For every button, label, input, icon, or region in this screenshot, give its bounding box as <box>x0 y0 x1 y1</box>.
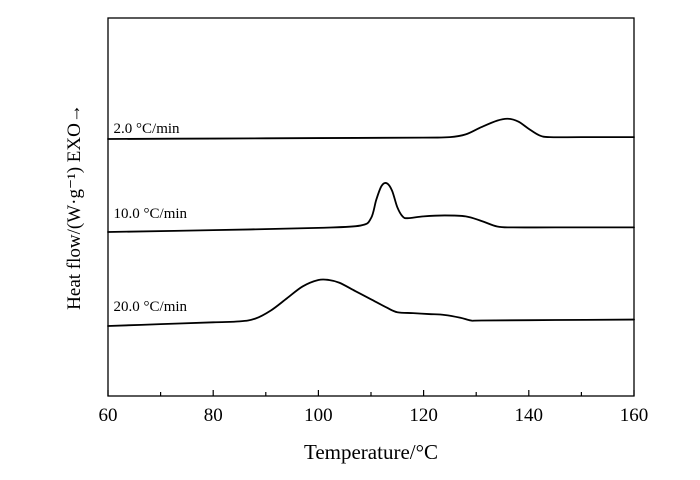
x-axis-ticks <box>107 390 635 396</box>
y-axis-title: Heat flow/(W·g⁻¹) EXO→ <box>64 104 85 310</box>
x-tick-label: 140 <box>515 405 544 426</box>
series-line-1 <box>107 117 635 140</box>
series-curves <box>107 117 635 327</box>
x-tick-label: 100 <box>304 405 333 426</box>
x-tick-label: 160 <box>620 405 649 426</box>
x-axis-title: Temperature/°C <box>304 440 438 464</box>
x-tick-label: 60 <box>99 405 118 426</box>
x-axis-tick-labels: 60 80 100 120 140 160 <box>99 405 649 426</box>
x-tick-label: 80 <box>204 405 223 426</box>
series-label-2: 10.0 °C/min <box>114 206 188 222</box>
series-line-2 <box>107 182 635 233</box>
x-tick-label: 120 <box>409 405 438 426</box>
series-labels: 2.0 °C/min 10.0 °C/min 20.0 °C/min <box>114 121 188 315</box>
series-label-1: 2.0 °C/min <box>114 121 181 137</box>
series-line-3 <box>107 278 635 327</box>
series-label-3: 20.0 °C/min <box>114 299 188 315</box>
